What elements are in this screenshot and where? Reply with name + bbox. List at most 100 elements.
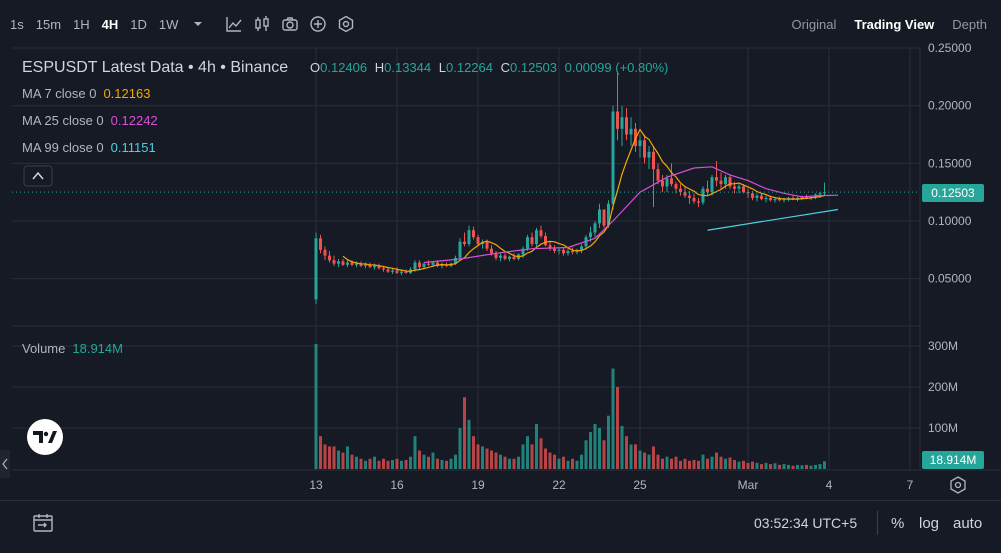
volume-bar bbox=[350, 454, 354, 469]
candle-body bbox=[697, 201, 700, 203]
volume-bar bbox=[589, 432, 592, 469]
volume-bar bbox=[814, 464, 817, 469]
candle-body bbox=[508, 256, 511, 260]
volume-bar bbox=[724, 458, 727, 469]
candle-body bbox=[526, 237, 529, 249]
legend-h-value: 0.13344 bbox=[384, 60, 431, 75]
axis-settings-icon[interactable] bbox=[950, 476, 966, 494]
volume-bar bbox=[656, 454, 660, 469]
ma7-label: MA 7 close 0 bbox=[22, 86, 96, 101]
volume-bar bbox=[445, 460, 448, 469]
volume-bar bbox=[580, 454, 583, 469]
volume-bar bbox=[553, 454, 556, 469]
camera-icon[interactable] bbox=[276, 10, 304, 38]
volume-bar bbox=[382, 458, 385, 469]
candle-body bbox=[715, 177, 718, 181]
volume-bar bbox=[544, 448, 547, 469]
volume-bar bbox=[530, 444, 534, 469]
volume-bar bbox=[512, 458, 516, 469]
candle-body bbox=[589, 232, 592, 238]
volume-bar bbox=[733, 459, 736, 469]
settings-gear-icon[interactable] bbox=[332, 10, 360, 38]
volume-bar bbox=[346, 446, 349, 469]
volume-bar bbox=[373, 456, 376, 469]
volume-bar bbox=[782, 464, 786, 469]
volume-bar bbox=[566, 460, 570, 469]
time-tick-label: 19 bbox=[471, 478, 485, 492]
candle-body bbox=[562, 249, 565, 254]
candle-body bbox=[454, 257, 457, 264]
add-icon[interactable] bbox=[304, 10, 332, 38]
timeframe-group: 1s 15m 1H 4H 1D 1W bbox=[4, 10, 360, 38]
time-tick-label: 13 bbox=[309, 478, 323, 492]
legend-volume: Volume 18.914M bbox=[22, 341, 123, 356]
legend-l-label: L bbox=[439, 60, 446, 75]
price-chart[interactable]: 0.05000 0.10000 0.15000 0.20000 0.25000 100M… bbox=[0, 0, 1001, 500]
volume-bar bbox=[719, 456, 723, 469]
volume-bar bbox=[323, 444, 327, 469]
candle-body bbox=[670, 178, 673, 185]
candle-body bbox=[386, 269, 390, 272]
candle-body bbox=[458, 241, 462, 258]
volume-tick-label: 100M bbox=[928, 421, 958, 435]
candle-body bbox=[746, 192, 750, 194]
volume-bar bbox=[593, 423, 597, 469]
volume-bar bbox=[359, 458, 363, 469]
candle-body bbox=[440, 264, 444, 266]
candles bbox=[314, 71, 826, 305]
indicators-icon[interactable] bbox=[220, 10, 248, 38]
volume-bar bbox=[598, 428, 601, 469]
timeframe-1h[interactable]: 1H bbox=[73, 16, 90, 32]
collapse-legend-button[interactable] bbox=[23, 165, 53, 187]
timeframe-1s[interactable]: 1s bbox=[10, 16, 24, 32]
volume-bar bbox=[463, 397, 466, 469]
view-trading-view[interactable]: Trading View bbox=[854, 16, 935, 32]
legend-o-value: 0.12406 bbox=[320, 60, 367, 75]
price-tick-label: 0.10000 bbox=[928, 214, 972, 228]
candle-body bbox=[751, 193, 754, 198]
candle-body bbox=[499, 255, 502, 258]
candle-type-icon[interactable] bbox=[248, 10, 276, 38]
volume-bar bbox=[319, 436, 322, 469]
candle-body bbox=[566, 250, 570, 254]
candle-body bbox=[530, 237, 534, 245]
candle-body bbox=[467, 230, 471, 245]
timeframe-15m[interactable]: 15m bbox=[35, 16, 62, 32]
volume-bar bbox=[665, 456, 669, 469]
candle-body bbox=[760, 195, 763, 200]
volume-bar bbox=[526, 436, 529, 469]
clock-label[interactable]: 03:52:34 UTC+5 bbox=[754, 515, 858, 531]
candle-body bbox=[413, 262, 417, 270]
timeframe-1d[interactable]: 1D bbox=[130, 16, 147, 32]
volume-bar bbox=[490, 450, 493, 469]
view-original[interactable]: Original bbox=[791, 16, 837, 32]
log-toggle[interactable]: log bbox=[919, 515, 940, 532]
candle-body bbox=[503, 255, 507, 260]
volume-bar bbox=[625, 436, 628, 469]
volume-bar bbox=[517, 456, 520, 469]
volume-bar bbox=[751, 461, 754, 469]
candle-body bbox=[679, 188, 682, 193]
chevron-down-icon[interactable] bbox=[184, 10, 212, 38]
candle-body bbox=[719, 180, 723, 185]
percent-toggle[interactable]: % bbox=[891, 515, 905, 532]
left-panel-toggle[interactable] bbox=[0, 450, 10, 478]
candle-body bbox=[476, 237, 480, 245]
volume-bar bbox=[755, 462, 759, 469]
volume-bar bbox=[575, 460, 579, 469]
date-range-icon[interactable] bbox=[32, 513, 54, 538]
volume-bar bbox=[476, 444, 480, 469]
volume-bar bbox=[535, 423, 538, 469]
tradingview-logo[interactable] bbox=[27, 419, 63, 455]
auto-toggle[interactable]: auto bbox=[953, 515, 983, 532]
timeframe-1w[interactable]: 1W bbox=[158, 16, 179, 32]
time-tick-label: 4 bbox=[826, 478, 833, 492]
volume-bar bbox=[791, 465, 795, 469]
candle-body bbox=[742, 186, 745, 193]
volume-bar bbox=[377, 460, 381, 469]
candle-body bbox=[548, 245, 552, 249]
price-tick-label: 0.05000 bbox=[928, 272, 972, 286]
timeframe-4h[interactable]: 4H bbox=[101, 16, 119, 32]
view-depth[interactable]: Depth bbox=[952, 16, 987, 32]
volume-bar bbox=[647, 454, 651, 469]
